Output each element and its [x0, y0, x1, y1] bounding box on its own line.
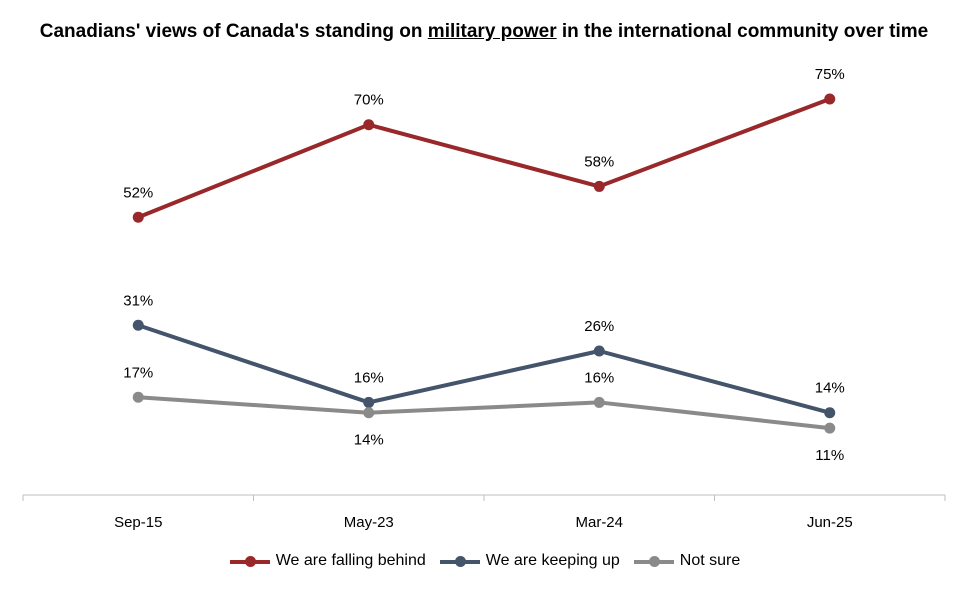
series-line-1 [136, 97, 832, 220]
legend-item: We are falling behind [228, 550, 426, 572]
legend-label: Not sure [679, 552, 741, 569]
data-label: 70% [354, 92, 384, 109]
legend-label: We are keeping up [485, 552, 620, 569]
legend-item: Not sure [632, 550, 740, 572]
data-point [132, 391, 144, 403]
data-point [363, 407, 375, 419]
legend-marker [454, 556, 466, 567]
data-point [593, 345, 605, 357]
chart-legend: We are falling behind We are keeping up No… [0, 550, 968, 572]
chart-title-part-underlined: military power [427, 21, 557, 42]
data-point [824, 422, 836, 434]
series-line-3 [136, 395, 832, 431]
legend-marker [244, 556, 256, 567]
legend-swatch [632, 550, 676, 572]
data-point [824, 93, 836, 105]
data-label: 52% [123, 184, 153, 201]
data-label: 14% [354, 432, 384, 449]
chart-title-part-2: in the international community over time [556, 21, 929, 42]
legend-label: We are falling behind [275, 552, 426, 569]
data-label: 31% [123, 292, 153, 309]
data-label: 16% [354, 369, 384, 386]
x-tick-label: May-23 [344, 514, 394, 531]
data-point [593, 180, 605, 192]
chart-title-part-1: Canadians' views of Canada's standing on [39, 21, 428, 42]
data-point [132, 211, 144, 223]
data-label: 17% [123, 364, 153, 381]
legend-swatch [438, 550, 482, 572]
legend-swatch [228, 550, 272, 572]
chart-title: Canadians' views of Canada's standing on… [0, 18, 968, 46]
legend-item: We are keeping up [438, 550, 620, 572]
x-tick-label: Jun-25 [807, 514, 853, 531]
data-label: 26% [584, 318, 614, 335]
data-label: 58% [584, 153, 614, 170]
data-point [363, 396, 375, 408]
data-point [132, 319, 144, 331]
series-line-2 [136, 323, 832, 415]
legend-marker [648, 556, 660, 567]
data-point [363, 119, 375, 131]
data-point [593, 396, 605, 408]
data-label: 16% [584, 369, 614, 386]
data-label: 75% [815, 66, 845, 83]
data-label: 14% [815, 380, 845, 397]
data-point [824, 407, 836, 419]
x-tick-label: Mar-24 [575, 514, 623, 531]
x-tick-label: Sep-15 [114, 514, 162, 531]
data-label: 11% [815, 447, 844, 464]
